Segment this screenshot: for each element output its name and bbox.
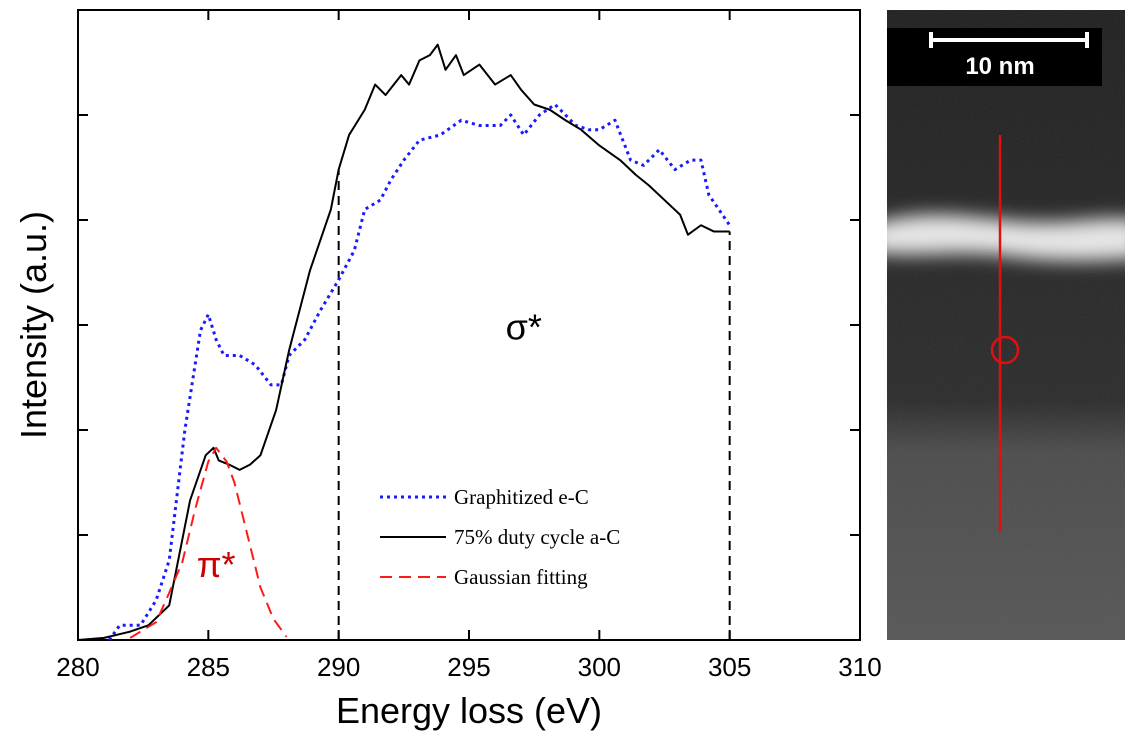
legend-label: 75% duty cycle a-C	[454, 525, 620, 549]
plot: 280 285 290 295 300 305 310 Energy loss (eV) Int…	[13, 9, 882, 731]
scale-bar-label: 10 nm	[965, 53, 1034, 80]
legend-label: Graphitized e-C	[454, 485, 589, 509]
x-tick-label: 295	[447, 652, 490, 682]
series-line	[129, 446, 288, 639]
series-line	[108, 103, 731, 641]
probe-position	[990, 335, 1020, 365]
annotation: σ*	[506, 307, 542, 348]
x-tick-label: 300	[578, 652, 621, 682]
micrograph: 10 nm	[887, 10, 1125, 640]
x-tick-label: 280	[56, 652, 99, 682]
image-noise	[887, 10, 1125, 640]
x-tick-label: 290	[317, 652, 360, 682]
y-axis-title: Intensity (a.u.)	[13, 211, 54, 439]
x-tick-label: 285	[187, 652, 230, 682]
x-axis-title: Energy loss (eV)	[336, 690, 602, 731]
scale-bar-box	[887, 28, 1102, 86]
series-line	[77, 43, 730, 641]
x-tick-label: 310	[838, 652, 881, 682]
legend-label: Gaussian fitting	[454, 565, 588, 589]
annotation: π*	[197, 544, 236, 585]
x-tick-label: 305	[708, 652, 751, 682]
